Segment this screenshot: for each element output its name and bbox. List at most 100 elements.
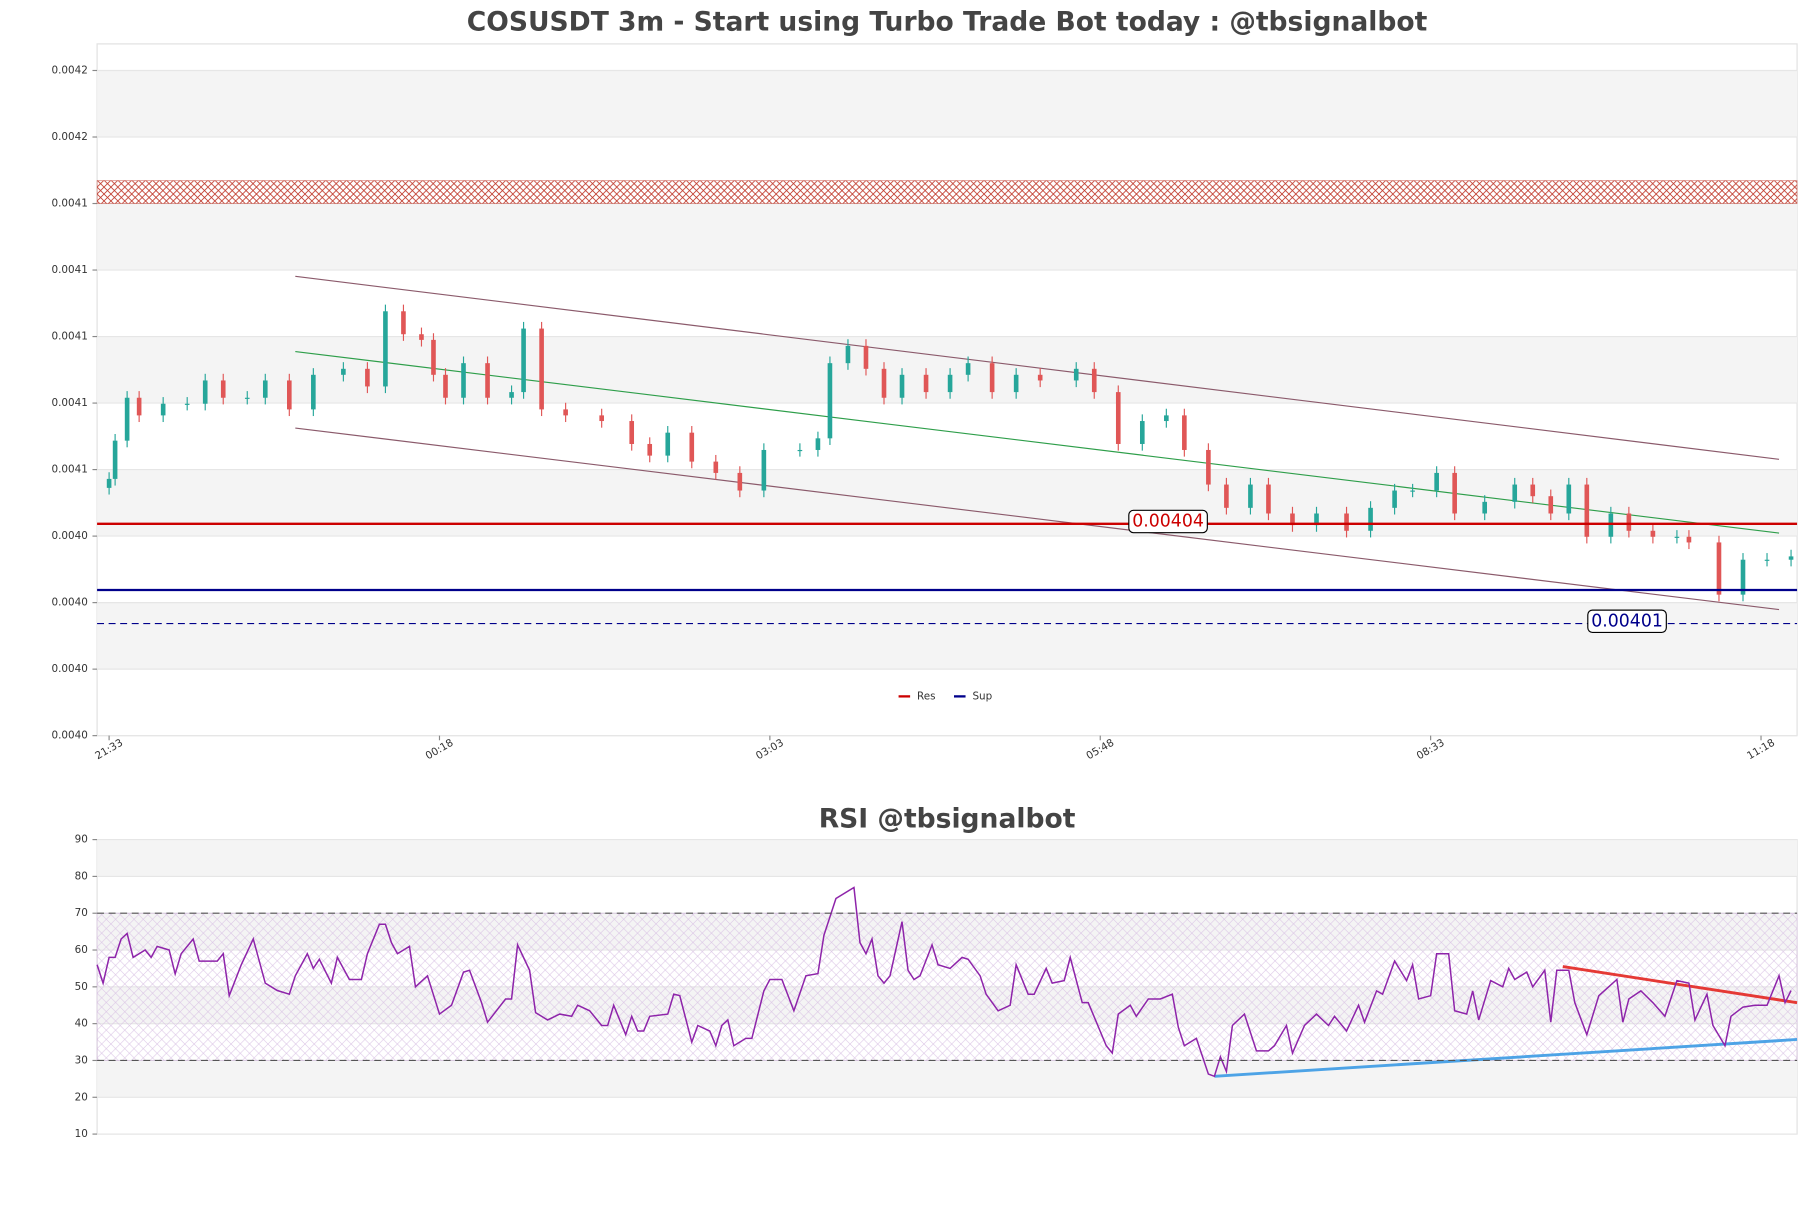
- y-tick-label: 0.0040: [52, 530, 88, 542]
- candle-body: [124, 397, 130, 441]
- rsi-line: [96, 886, 1792, 1078]
- candle-body: [1091, 368, 1097, 393]
- candle-body: [1344, 513, 1349, 531]
- x-tick-label: 11:18: [1745, 737, 1777, 762]
- candle-body: [1482, 501, 1488, 514]
- candle-body: [112, 440, 118, 479]
- candle-body: [947, 374, 953, 393]
- candle-body: [1115, 392, 1121, 444]
- candle-body: [262, 380, 268, 398]
- candle-body: [1164, 415, 1169, 422]
- y-tick-label: 0.0040: [52, 730, 88, 742]
- band: [97, 336, 1798, 404]
- candle-body: [431, 339, 436, 375]
- candle-body: [881, 368, 887, 398]
- candle-body: [1224, 484, 1229, 508]
- candle-body: [485, 363, 490, 398]
- candle-body: [1013, 374, 1019, 393]
- candle-body: [1182, 415, 1187, 450]
- zone: [96, 912, 1798, 1061]
- band: [97, 203, 1798, 271]
- y-tick-label: 0.0040: [52, 663, 88, 675]
- x-tick-label: 08:33: [1415, 737, 1447, 762]
- candle-body: [1626, 513, 1632, 531]
- y-tick-label: 0.0040: [52, 597, 88, 609]
- candle-body: [1608, 513, 1614, 537]
- candle-body: [521, 328, 526, 393]
- candle-body: [1740, 559, 1746, 595]
- y-tick-label: 0.0041: [52, 264, 88, 276]
- candle-body: [365, 368, 370, 387]
- candle-body: [689, 432, 695, 462]
- candle-body: [629, 421, 635, 444]
- value-label-box: [1587, 609, 1667, 633]
- candle-body: [1266, 484, 1271, 514]
- candle-body: [989, 363, 995, 393]
- candle-body: [665, 432, 671, 456]
- candle-body: [1788, 556, 1794, 560]
- candle-body: [1764, 559, 1770, 561]
- candle-body: [599, 415, 604, 422]
- candle-body: [202, 380, 208, 404]
- y-tick-label: 0.0042: [52, 64, 88, 76]
- x-tick-label: 00:18: [424, 737, 456, 762]
- candle-body: [713, 461, 719, 473]
- y-tick-label: 40: [75, 1018, 88, 1030]
- candle-body: [1206, 449, 1211, 485]
- candle-body: [1512, 484, 1518, 502]
- trend-line: [295, 275, 1780, 460]
- candle-body: [184, 403, 190, 405]
- candle-body: [1073, 368, 1079, 381]
- trend-line: [295, 427, 1780, 611]
- y-tick-label: 80: [75, 870, 88, 882]
- trend-line: [1214, 1038, 1798, 1078]
- chart-title: RSI @tbsignalbot: [819, 803, 1076, 834]
- candle-body: [220, 380, 226, 398]
- candle-body: [827, 363, 833, 439]
- candle-body: [1248, 484, 1253, 508]
- candle-body: [1392, 490, 1397, 508]
- y-tick-label: 90: [75, 834, 88, 846]
- value-label: 0.00401: [1591, 611, 1663, 631]
- band: [97, 839, 1798, 877]
- zone: [96, 180, 1798, 204]
- candle-body: [1650, 530, 1656, 537]
- candle-body: [160, 403, 166, 416]
- candle-body: [539, 328, 544, 410]
- candle-body: [1530, 484, 1536, 497]
- candle-body: [311, 374, 316, 410]
- candle-body: [1584, 484, 1590, 537]
- y-tick-label: 0.0041: [52, 397, 88, 409]
- candle-body: [1548, 496, 1554, 514]
- value-label: 0.00404: [1132, 511, 1204, 531]
- value-label-box: [1128, 509, 1208, 534]
- candle-body: [461, 363, 466, 398]
- candle-body: [845, 345, 851, 364]
- y-tick-label: 0.0041: [52, 464, 88, 476]
- y-tick-label: 0.0041: [52, 198, 88, 210]
- y-tick-label: 0.0041: [52, 331, 88, 343]
- candle-body: [761, 449, 767, 491]
- legend-label: Sup: [972, 690, 992, 702]
- candle-body: [401, 311, 406, 335]
- y-tick-label: 60: [75, 944, 88, 956]
- candle-body: [923, 374, 929, 393]
- y-tick-label: 20: [75, 1091, 88, 1103]
- candle-body: [965, 363, 971, 375]
- band: [97, 469, 1798, 537]
- candle-body: [797, 449, 803, 452]
- candle-body: [1139, 421, 1145, 444]
- band: [97, 602, 1798, 670]
- candle-body: [136, 397, 142, 416]
- candle-body: [1368, 507, 1373, 531]
- candle-body: [1674, 536, 1680, 538]
- y-tick-label: 70: [75, 907, 88, 919]
- candle-body: [1410, 490, 1415, 492]
- candle-body: [509, 392, 514, 398]
- panel: COSUSDT 3m - Start using Turbo Trade Bot…: [52, 7, 1798, 762]
- trend-line: [1562, 965, 1798, 1005]
- candle-body: [1290, 513, 1295, 526]
- y-tick-label: 0.0042: [52, 131, 88, 143]
- candle-body: [899, 374, 905, 398]
